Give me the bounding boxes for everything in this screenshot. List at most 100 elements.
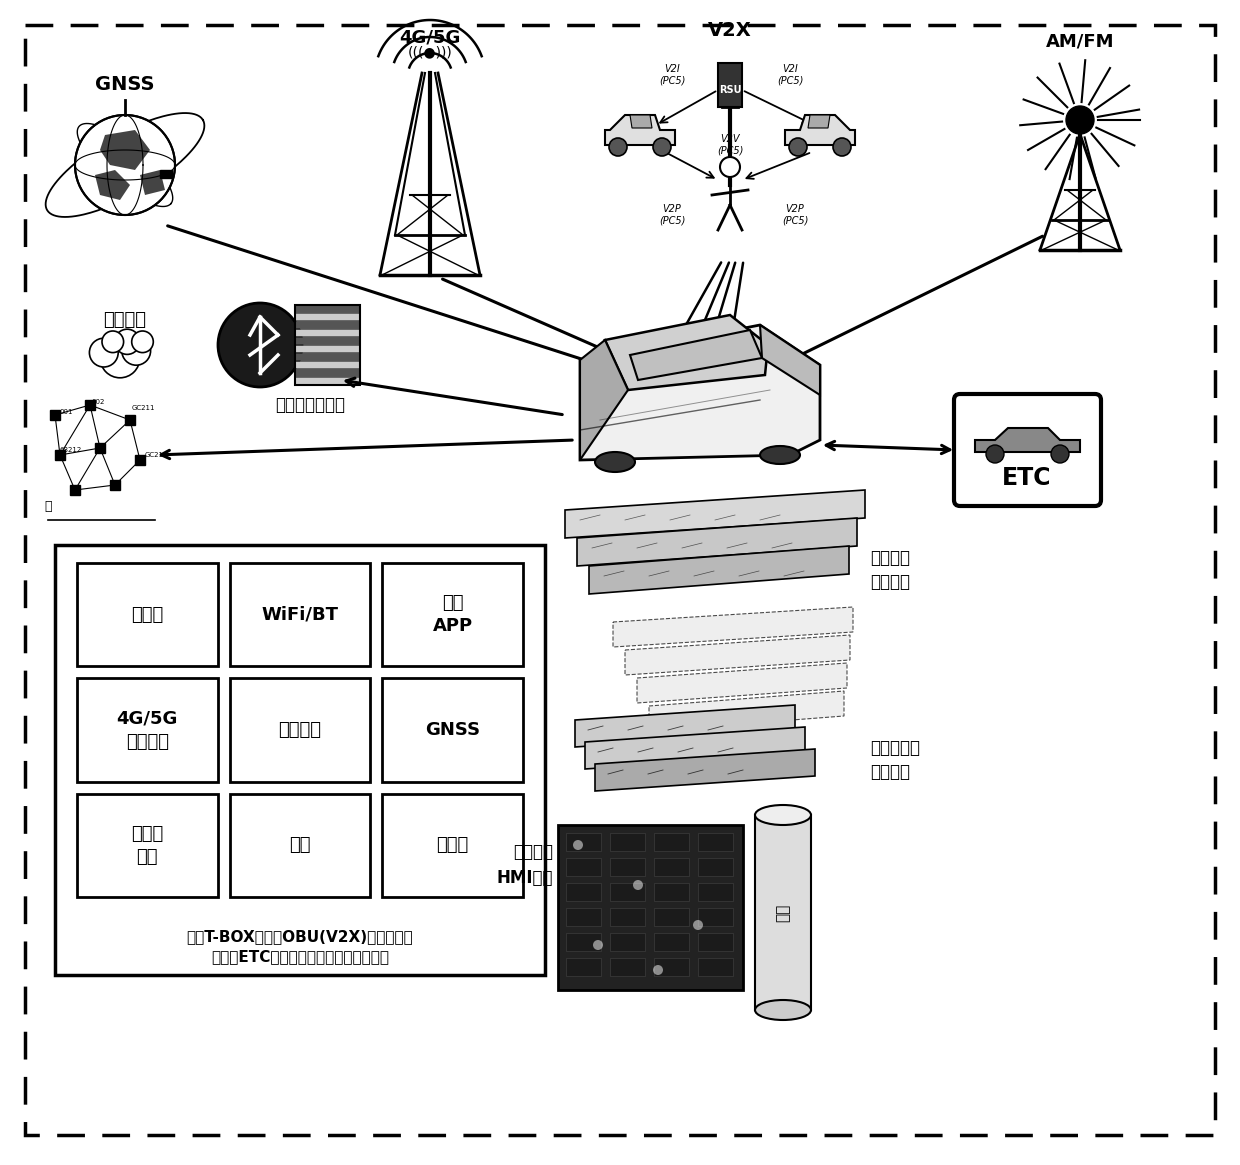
FancyBboxPatch shape [295, 369, 360, 376]
Polygon shape [637, 663, 847, 702]
FancyBboxPatch shape [295, 305, 360, 312]
FancyBboxPatch shape [229, 563, 371, 666]
Text: 数字钔匙: 数字钔匙 [279, 721, 321, 739]
Circle shape [89, 338, 118, 367]
Polygon shape [580, 340, 627, 460]
FancyBboxPatch shape [86, 400, 95, 410]
FancyBboxPatch shape [698, 883, 733, 901]
Circle shape [131, 331, 154, 353]
FancyBboxPatch shape [653, 908, 689, 926]
Polygon shape [577, 518, 857, 566]
Text: V2P
(PC5): V2P (PC5) [658, 204, 686, 226]
Polygon shape [589, 546, 849, 594]
Polygon shape [595, 749, 815, 791]
Circle shape [789, 137, 807, 156]
FancyBboxPatch shape [653, 958, 689, 976]
Text: RSU: RSU [719, 85, 742, 96]
Polygon shape [625, 635, 849, 675]
Text: 4G/5G
移动网络: 4G/5G 移动网络 [117, 709, 179, 750]
Text: GC211: GC211 [131, 405, 155, 411]
Text: 002: 002 [92, 398, 105, 405]
Text: 4G/5G: 4G/5G [399, 28, 461, 45]
Polygon shape [575, 705, 795, 747]
FancyBboxPatch shape [565, 883, 601, 901]
FancyBboxPatch shape [295, 377, 360, 384]
FancyBboxPatch shape [698, 857, 733, 876]
Circle shape [653, 965, 663, 975]
Polygon shape [630, 115, 652, 128]
Circle shape [986, 445, 1004, 463]
FancyBboxPatch shape [295, 353, 360, 360]
Polygon shape [808, 115, 830, 128]
Circle shape [102, 331, 124, 353]
Circle shape [122, 337, 150, 365]
Text: 集成T-BOX系统、OBU(V2X)系统、车机
系统、ETC系统、数字钔匙等功能于一体: 集成T-BOX系统、OBU(V2X)系统、车机 系统、ETC系统、数字钔匙等功能… [187, 930, 413, 965]
FancyBboxPatch shape [653, 933, 689, 951]
Text: GNSS: GNSS [95, 76, 155, 94]
Text: 车载: 车载 [775, 903, 791, 922]
FancyBboxPatch shape [698, 908, 733, 926]
FancyBboxPatch shape [77, 793, 218, 897]
FancyBboxPatch shape [565, 833, 601, 850]
FancyBboxPatch shape [698, 958, 733, 976]
Circle shape [693, 920, 703, 930]
Text: WiFi/BT: WiFi/BT [262, 606, 339, 623]
Circle shape [218, 303, 303, 387]
Circle shape [573, 840, 583, 850]
Circle shape [114, 330, 140, 354]
Text: ETC: ETC [1002, 466, 1052, 490]
Text: 车联网: 车联网 [436, 836, 469, 854]
FancyBboxPatch shape [160, 170, 172, 178]
FancyBboxPatch shape [50, 410, 60, 421]
FancyBboxPatch shape [77, 563, 218, 666]
Polygon shape [565, 490, 866, 538]
FancyBboxPatch shape [610, 833, 645, 850]
Polygon shape [785, 115, 856, 144]
Polygon shape [760, 325, 820, 395]
Text: AM/FM: AM/FM [1045, 33, 1115, 51]
Polygon shape [613, 607, 853, 647]
FancyBboxPatch shape [653, 833, 689, 850]
Polygon shape [605, 115, 675, 144]
Text: 多媒体和
HMI模块: 多媒体和 HMI模块 [496, 843, 553, 887]
FancyBboxPatch shape [610, 958, 645, 976]
FancyBboxPatch shape [565, 857, 601, 876]
FancyBboxPatch shape [55, 450, 64, 460]
Polygon shape [649, 691, 844, 730]
Circle shape [74, 115, 175, 216]
Ellipse shape [595, 452, 635, 472]
Circle shape [1052, 445, 1069, 463]
FancyBboxPatch shape [295, 322, 360, 329]
FancyBboxPatch shape [558, 825, 743, 990]
Polygon shape [95, 170, 130, 200]
FancyBboxPatch shape [77, 678, 218, 782]
FancyBboxPatch shape [295, 337, 360, 344]
Text: V2V
(PC5): V2V (PC5) [717, 134, 743, 156]
FancyBboxPatch shape [755, 816, 811, 1010]
FancyBboxPatch shape [610, 908, 645, 926]
Text: 在线
APP: 在线 APP [433, 594, 472, 635]
Circle shape [609, 137, 627, 156]
Text: 数字钔匙: 数字钔匙 [103, 311, 146, 329]
Polygon shape [605, 315, 768, 390]
Text: GNSS: GNSS [425, 721, 480, 739]
FancyBboxPatch shape [565, 933, 601, 951]
Circle shape [653, 137, 671, 156]
FancyBboxPatch shape [698, 833, 733, 850]
Polygon shape [585, 727, 805, 769]
Polygon shape [100, 130, 150, 170]
Polygon shape [975, 428, 1080, 452]
FancyBboxPatch shape [954, 394, 1101, 506]
FancyBboxPatch shape [610, 933, 645, 951]
Ellipse shape [760, 446, 800, 464]
Polygon shape [140, 170, 165, 195]
FancyBboxPatch shape [653, 883, 689, 901]
Text: 核心处理和
控制模块: 核心处理和 控制模块 [870, 739, 920, 782]
FancyBboxPatch shape [95, 443, 105, 453]
Ellipse shape [755, 805, 811, 825]
FancyBboxPatch shape [295, 345, 360, 352]
Circle shape [720, 157, 740, 177]
FancyBboxPatch shape [295, 313, 360, 320]
Text: 其他: 其他 [289, 836, 311, 854]
Circle shape [833, 137, 851, 156]
